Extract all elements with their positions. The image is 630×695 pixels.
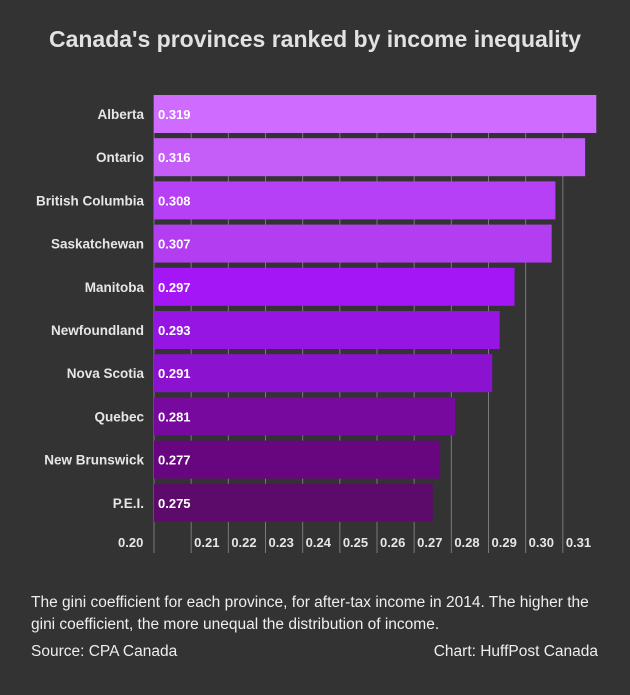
x-tick-label: 0.24 xyxy=(306,535,332,550)
bar-value-label: 0.308 xyxy=(158,193,191,208)
category-label: Saskatchewan xyxy=(51,237,144,252)
category-labels: Alberta Ontario British Columbia Saskatchew… xyxy=(36,107,145,511)
bar-value-label: 0.277 xyxy=(158,453,191,468)
bar-value-label: 0.275 xyxy=(158,496,191,511)
category-label: Alberta xyxy=(97,107,144,122)
category-label: British Columbia xyxy=(36,193,144,208)
bar-value-label: 0.319 xyxy=(158,107,191,122)
x-tick-label: 0.25 xyxy=(343,535,368,550)
bar xyxy=(154,95,597,133)
bar xyxy=(154,267,515,306)
x-tick-label: 0.28 xyxy=(454,535,479,550)
credit-text: Chart: HuffPost Canada xyxy=(433,643,598,660)
bar xyxy=(154,397,456,436)
bar xyxy=(154,354,493,393)
bar-value-label: 0.293 xyxy=(158,323,191,338)
category-label: Newfoundland xyxy=(51,323,144,338)
x-tick-label: 0.26 xyxy=(380,535,405,550)
x-tick-label: 0.27 xyxy=(417,535,442,550)
x-tick-label: 0.30 xyxy=(529,535,554,550)
bar xyxy=(154,311,500,349)
bar xyxy=(154,483,433,522)
bar xyxy=(154,181,556,220)
x-axis-ticks: 0.20 0.21 0.22 0.23 0.24 0.25 0.26 0.27 0.28 0.29… xyxy=(118,535,591,550)
footer: Source: CPA Canada Chart: HuffPost Canad… xyxy=(31,643,598,661)
x-tick-label: 0.31 xyxy=(566,535,591,550)
x-tick-label: 0.21 xyxy=(194,535,219,550)
x-tick-label: 0.22 xyxy=(231,535,256,550)
bar xyxy=(154,224,552,263)
category-label: Manitoba xyxy=(85,280,145,295)
bars: 0.319 0.316 0.308 0.307 0.297 0.293 0.291 0.281… xyxy=(154,95,597,522)
bar-chart: 0.319 0.316 0.308 0.307 0.297 0.293 0.291 0.281… xyxy=(36,95,597,553)
bar xyxy=(154,440,441,479)
category-label: Nova Scotia xyxy=(67,366,145,381)
x-tick-label: 0.23 xyxy=(269,535,294,550)
bar xyxy=(154,138,586,177)
chart-caption: The gini coefficient for each province, … xyxy=(31,594,589,633)
bar-value-label: 0.316 xyxy=(158,150,191,165)
category-label: New Brunswick xyxy=(44,453,144,468)
source-text: Source: CPA Canada xyxy=(31,643,178,660)
category-label: Quebec xyxy=(94,409,144,424)
category-label: Ontario xyxy=(96,150,144,165)
bar-value-label: 0.307 xyxy=(158,237,191,252)
bar-value-label: 0.291 xyxy=(158,366,191,381)
bar-value-label: 0.297 xyxy=(158,280,191,295)
x-tick-label: 0.20 xyxy=(118,535,143,550)
chart-title: Canada's provinces ranked by income ineq… xyxy=(48,26,582,52)
bar-value-label: 0.281 xyxy=(158,409,191,424)
category-label: P.E.I. xyxy=(113,496,144,511)
x-tick-label: 0.29 xyxy=(492,535,517,550)
